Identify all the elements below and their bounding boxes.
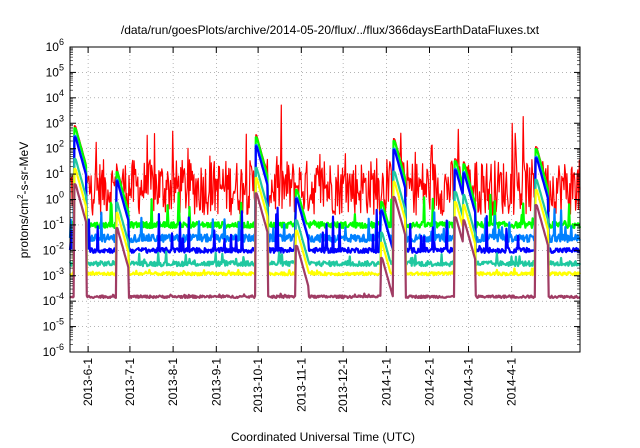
x-tick-label: 2014-1-1 (379, 358, 393, 406)
y-tick-label: 10-5 (43, 317, 64, 334)
y-tick-label: 100 (46, 190, 64, 207)
x-tick-label: 2014-2-1 (423, 358, 437, 406)
x-tick-label: 2013-12-1 (336, 358, 350, 413)
y-tick-label: 105 (46, 62, 64, 79)
x-axis-ticks: 2013-6-1 2013-7-1 2013-8-1 2013-9-1 2013-10-… (81, 47, 519, 413)
x-tick-label: 2013-8-1 (166, 358, 180, 406)
flux-series-line (69, 104, 581, 216)
y-axis-label: protons/cm2-s-sr-MeV (16, 142, 31, 258)
y-tick-label: 10-4 (43, 291, 64, 308)
x-tick-label: 2013-9-1 (209, 358, 223, 406)
x-tick-label: 2013-7-1 (123, 358, 137, 406)
y-tick-label: 10-6 (43, 342, 64, 359)
y-tick-label: 10-1 (43, 215, 64, 232)
flux-series-line (69, 127, 582, 230)
y-axis-ticks: 10-6 10-5 10-4 10-3 10-2 10-1 100 101 102 103 104 1… (43, 37, 580, 359)
x-tick-label: 2013-6-1 (81, 358, 95, 406)
flux-series (68, 104, 582, 300)
y-tick-label: 106 (46, 37, 64, 54)
y-tick-label: 102 (46, 139, 64, 156)
x-tick-label: 2014-3-1 (462, 358, 476, 406)
flux-series-line (68, 134, 581, 244)
y-tick-label: 103 (46, 113, 64, 130)
flux-series-line (68, 157, 582, 268)
x-tick-label: 2014-4-1 (505, 358, 519, 406)
y-tick-label: 104 (46, 88, 64, 105)
y-tick-label: 101 (46, 164, 64, 181)
flux-series-line (68, 136, 581, 254)
x-tick-label: 2013-11-1 (294, 358, 308, 412)
y-tick-label: 10-3 (43, 266, 64, 283)
flux-series-line (69, 167, 582, 277)
chart-title: /data/run/goesPlots/archive/2014-05-20/f… (121, 23, 540, 37)
y-tick-label: 10-2 (43, 240, 64, 257)
flux-series-line (69, 183, 581, 300)
x-tick-label: 2013-10-1 (251, 358, 265, 413)
x-axis-label: Coordinated Universal Time (UTC) (231, 430, 415, 444)
